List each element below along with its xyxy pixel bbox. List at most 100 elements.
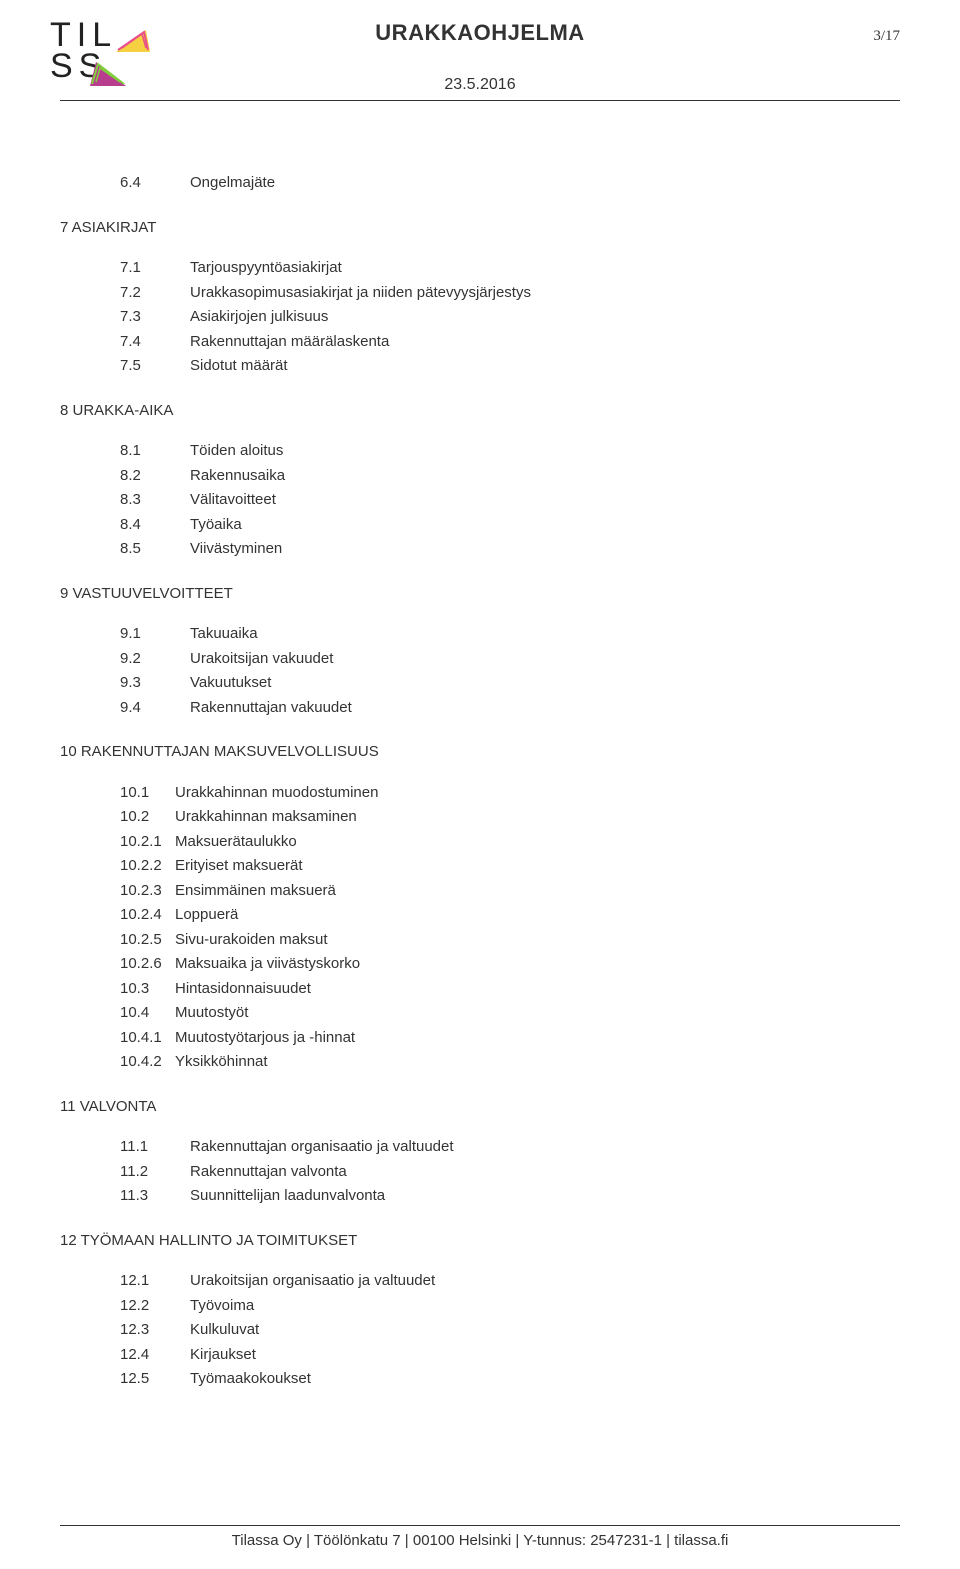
toc-entry-text: Urakkahinnan maksaminen (175, 806, 900, 829)
toc-entry-text: Kulkuluvat (190, 1319, 900, 1342)
toc-entry: 10.2.6Maksuaika ja viivästyskorko (60, 953, 900, 976)
toc-entry-text: Rakennuttajan vakuudet (190, 697, 900, 720)
toc-entry-text: Maksuerätaulukko (175, 831, 900, 854)
toc-entry: 8.4Työaika (60, 514, 900, 537)
toc-entry-number: 10.2.2 (120, 855, 175, 878)
toc-entry-text: Työaika (190, 514, 900, 537)
toc-entry-text: Viivästyminen (190, 538, 900, 561)
toc-entry-number: 6.4 (120, 172, 190, 195)
logo-triangle-icon (116, 28, 156, 56)
document-page: TIL SS URAKKAOHJELMA 3/17 23.5.2016 6.4O (0, 0, 960, 1569)
toc-entry-text: Muutostyötarjous ja -hinnat (175, 1027, 900, 1050)
toc-entry: 8.5Viivästyminen (60, 538, 900, 561)
toc-entry: 10.2.5Sivu-urakoiden maksut (60, 929, 900, 952)
toc-entry-text: Rakennusaika (190, 465, 900, 488)
header-rule (60, 100, 900, 101)
toc-entry-text: Muutostyöt (175, 1002, 900, 1025)
toc-entry-number: 9.1 (120, 623, 190, 646)
toc-entry: 9.2Urakoitsijan vakuudet (60, 648, 900, 671)
toc-entry: 11.3Suunnittelijan laadunvalvonta (60, 1185, 900, 1208)
toc-entry-text: Maksuaika ja viivästyskorko (175, 953, 900, 976)
toc-entry-number: 7.2 (120, 282, 190, 305)
toc-entry: 8.2Rakennusaika (60, 465, 900, 488)
toc-entry-text: Takuuaika (190, 623, 900, 646)
toc-entry-text: Yksikköhinnat (175, 1051, 900, 1074)
toc-entry: 10.2.3Ensimmäinen maksuerä (60, 880, 900, 903)
toc-entry: 7.2Urakkasopimusasiakirjat ja niiden pät… (60, 282, 900, 305)
toc-entry: 12.2Työvoima (60, 1295, 900, 1318)
toc-entry-text: Työmaakokoukset (190, 1368, 900, 1391)
toc-entry-number: 9.2 (120, 648, 190, 671)
toc-entry: 12.4Kirjaukset (60, 1344, 900, 1367)
toc-entry-text: Rakennuttajan valvonta (190, 1161, 900, 1184)
toc-section-heading: 9 VASTUUVELVOITTEET (60, 583, 900, 606)
toc-entry-text: Urakoitsijan organisaatio ja valtuudet (190, 1270, 900, 1293)
logo: TIL SS (50, 20, 170, 100)
toc-entry-number: 7.3 (120, 306, 190, 329)
toc-entry-number: 8.3 (120, 489, 190, 512)
toc-entry: 7.1Tarjouspyyntöasiakirjat (60, 257, 900, 280)
toc-entry: 10.4.2Yksikköhinnat (60, 1051, 900, 1074)
toc-entry: 12.5Työmaakokoukset (60, 1368, 900, 1391)
toc-entry-number: 10.3 (120, 978, 175, 1001)
page-current: 3 (873, 28, 881, 44)
toc-entry-number: 8.2 (120, 465, 190, 488)
toc-entry-number: 10.2.1 (120, 831, 175, 854)
toc-entry: 10.2.4Loppuerä (60, 904, 900, 927)
toc-section-heading: 7 ASIAKIRJAT (60, 217, 900, 240)
toc-section-heading: 11 VALVONTA (60, 1096, 900, 1119)
toc-entry-text: Urakkasopimusasiakirjat ja niiden pätevy… (190, 282, 900, 305)
toc-entry-text: Sivu-urakoiden maksut (175, 929, 900, 952)
toc-entry: 7.4Rakennuttajan määrälaskenta (60, 331, 900, 354)
toc-entry-number: 11.2 (120, 1161, 190, 1184)
toc-entry-number: 10.4.1 (120, 1027, 175, 1050)
toc-entry-number: 11.1 (120, 1136, 190, 1159)
toc-entry-text: Rakennuttajan määrälaskenta (190, 331, 900, 354)
toc-entry-text: Hintasidonnaisuudet (175, 978, 900, 1001)
footer-text: Tilassa Oy | Töölönkatu 7 | 00100 Helsin… (60, 1532, 900, 1549)
footer-rule (60, 1525, 900, 1526)
toc-entry-number: 12.1 (120, 1270, 190, 1293)
toc-entry-number: 9.4 (120, 697, 190, 720)
toc-entry: 10.2.1Maksuerätaulukko (60, 831, 900, 854)
toc-entry-number: 8.4 (120, 514, 190, 537)
toc-entry-number: 10.1 (120, 782, 175, 805)
toc-entry-text: Työvoima (190, 1295, 900, 1318)
toc-entry-text: Kirjaukset (190, 1344, 900, 1367)
toc-entry: 9.3Vakuutukset (60, 672, 900, 695)
toc-entry-text: Asiakirjojen julkisuus (190, 306, 900, 329)
toc-entry-number: 10.2 (120, 806, 175, 829)
toc-entry: 10.3Hintasidonnaisuudet (60, 978, 900, 1001)
document-title: URAKKAOHJELMA (60, 20, 900, 46)
toc-entry-number: 10.4 (120, 1002, 175, 1025)
toc-entry-number: 9.3 (120, 672, 190, 695)
toc-entry-text: Tarjouspyyntöasiakirjat (190, 257, 900, 280)
toc-entry-text: Urakoitsijan vakuudet (190, 648, 900, 671)
toc-entry-text: Erityiset maksuerät (175, 855, 900, 878)
toc-entry-number: 8.5 (120, 538, 190, 561)
logo-text: TIL SS (50, 20, 170, 81)
toc-entry-number: 11.3 (120, 1185, 190, 1208)
page-footer: Tilassa Oy | Töölönkatu 7 | 00100 Helsin… (60, 1525, 900, 1549)
page-header: TIL SS URAKKAOHJELMA 3/17 23.5.2016 (60, 20, 900, 120)
page-total: 17 (885, 28, 900, 44)
toc-entry: 8.3Välitavoitteet (60, 489, 900, 512)
toc-entry: 12.3Kulkuluvat (60, 1319, 900, 1342)
toc-entry-number: 10.2.3 (120, 880, 175, 903)
toc-entry-number: 10.2.6 (120, 953, 175, 976)
toc-entry-text: Urakkahinnan muodostuminen (175, 782, 900, 805)
toc-entry: 9.4Rakennuttajan vakuudet (60, 697, 900, 720)
toc-entry: 10.2Urakkahinnan maksaminen (60, 806, 900, 829)
toc-entry-number: 7.1 (120, 257, 190, 280)
toc-entry-text: Vakuutukset (190, 672, 900, 695)
toc-entry: 11.2Rakennuttajan valvonta (60, 1161, 900, 1184)
toc-entry-text: Ongelmajäte (190, 172, 900, 195)
toc-entry-text: Suunnittelijan laadunvalvonta (190, 1185, 900, 1208)
toc-entry-number: 7.4 (120, 331, 190, 354)
toc-entry-number: 12.5 (120, 1368, 190, 1391)
toc-entry-number: 8.1 (120, 440, 190, 463)
toc-entry-text: Rakennuttajan organisaatio ja valtuudet (190, 1136, 900, 1159)
toc-entry-number: 12.3 (120, 1319, 190, 1342)
toc-entry-number: 10.4.2 (120, 1051, 175, 1074)
toc-entry-number: 10.2.4 (120, 904, 175, 927)
